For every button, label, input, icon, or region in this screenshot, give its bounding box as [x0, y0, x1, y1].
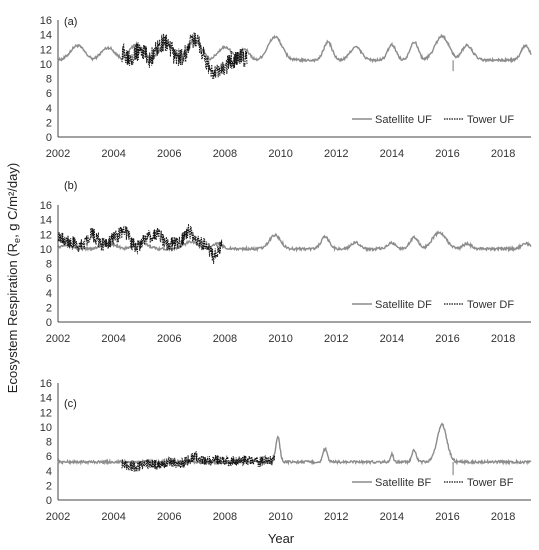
y-axis-title-subscript: e [12, 238, 22, 243]
series-line-tower-uf [121, 32, 248, 80]
x-tick-label: 2012 [324, 511, 348, 523]
x-tick-label: 2014 [380, 333, 404, 345]
x-tick-label: 2006 [157, 333, 181, 345]
x-tick-label: 2006 [157, 148, 181, 160]
x-tick-label: 2002 [46, 333, 70, 345]
x-tick-label: 2016 [435, 148, 459, 160]
x-tick-label: 2002 [46, 148, 70, 160]
y-tick-label: 4 [46, 288, 52, 300]
legend-label-satellite: Satellite BF [375, 477, 432, 489]
x-axis-title: Year [268, 531, 295, 546]
x-tick-label: 2002 [46, 511, 70, 523]
y-tick-label: 2 [46, 117, 52, 129]
y-tick-label: 0 [46, 132, 52, 144]
y-tick-label: 8 [46, 259, 52, 271]
x-tick-label: 2012 [324, 333, 348, 345]
x-tick-label: 2010 [268, 511, 292, 523]
legend-label-tower: Tower UF [467, 114, 514, 126]
y-tick-label: 0 [46, 317, 52, 329]
x-tick-label: 2018 [491, 511, 515, 523]
x-tick-label: 2006 [157, 511, 181, 523]
x-tick-label: 2012 [324, 148, 348, 160]
panel-label: (c) [64, 398, 77, 410]
y-tick-label: 6 [46, 88, 52, 100]
y-tick-label: 6 [46, 451, 52, 463]
chart-panel-b: 0 2 4 6 8 10 12 14 16 2002 2004 2006 2008 2010 2012 201… [40, 180, 532, 345]
y-tick-label: 8 [46, 74, 52, 86]
chart-panel-a: 0 2 4 6 8 10 12 14 16 2002 2004 2006 2008 2010 2012 201… [40, 15, 532, 160]
x-tick-label: 2014 [380, 148, 404, 160]
y-tick-label: 10 [40, 59, 52, 71]
legend-label-satellite: Satellite DF [375, 299, 432, 311]
panel-label: (b) [64, 180, 77, 192]
y-tick-label: 4 [46, 466, 52, 478]
chart-panel-c: 0 2 4 6 8 10 12 14 16 2002 2004 2006 2008 2010 2012 201… [40, 378, 532, 523]
y-tick-label: 6 [46, 273, 52, 285]
x-tick-label: 2018 [491, 148, 515, 160]
legend-label-tower: Tower BF [467, 477, 514, 489]
x-tick-label: 2004 [101, 511, 125, 523]
legend-label-satellite: Satellite UF [375, 114, 432, 126]
x-tick-label: 2014 [380, 511, 404, 523]
y-tick-label: 14 [40, 393, 52, 405]
x-tick-label: 2016 [435, 333, 459, 345]
x-tick-label: 2016 [435, 511, 459, 523]
x-tick-label: 2010 [268, 148, 292, 160]
y-tick-label: 10 [40, 422, 52, 434]
x-tick-label: 2010 [268, 333, 292, 345]
x-tick-label: 2008 [213, 333, 237, 345]
series-line-satellite-df [57, 230, 532, 253]
y-tick-label: 12 [40, 229, 52, 241]
x-tick-label: 2004 [101, 333, 125, 345]
x-tick-label: 2008 [213, 511, 237, 523]
x-tick-label: 2004 [101, 148, 125, 160]
y-tick-label: 0 [46, 495, 52, 507]
panel-label: (a) [64, 16, 77, 28]
x-tick-label: 2018 [491, 333, 515, 345]
series-line-satellite-bf [57, 422, 532, 466]
y-tick-label: 16 [40, 378, 52, 390]
y-tick-label: 4 [46, 103, 52, 115]
y-axis-title-units: , g C/m²/day) [5, 163, 20, 238]
y-tick-label: 14 [40, 30, 52, 42]
y-tick-label: 10 [40, 244, 52, 256]
y-axis-title: Ecosystem Respiration (Re, g C/m²/day) [5, 163, 22, 393]
y-tick-label: 2 [46, 302, 52, 314]
y-tick-label: 16 [40, 15, 52, 27]
legend-label-tower: Tower DF [467, 299, 514, 311]
y-tick-label: 12 [40, 407, 52, 419]
y-tick-label: 2 [46, 480, 52, 492]
x-tick-label: 2008 [213, 148, 237, 160]
y-tick-label: 14 [40, 215, 52, 227]
series-line-tower-bf [121, 450, 276, 472]
series-line-tower-df [57, 223, 223, 264]
y-tick-label: 16 [40, 200, 52, 212]
y-axis-title-main: Ecosystem Respiration (R [5, 243, 20, 393]
y-tick-label: 12 [40, 44, 52, 56]
y-tick-label: 8 [46, 437, 52, 449]
